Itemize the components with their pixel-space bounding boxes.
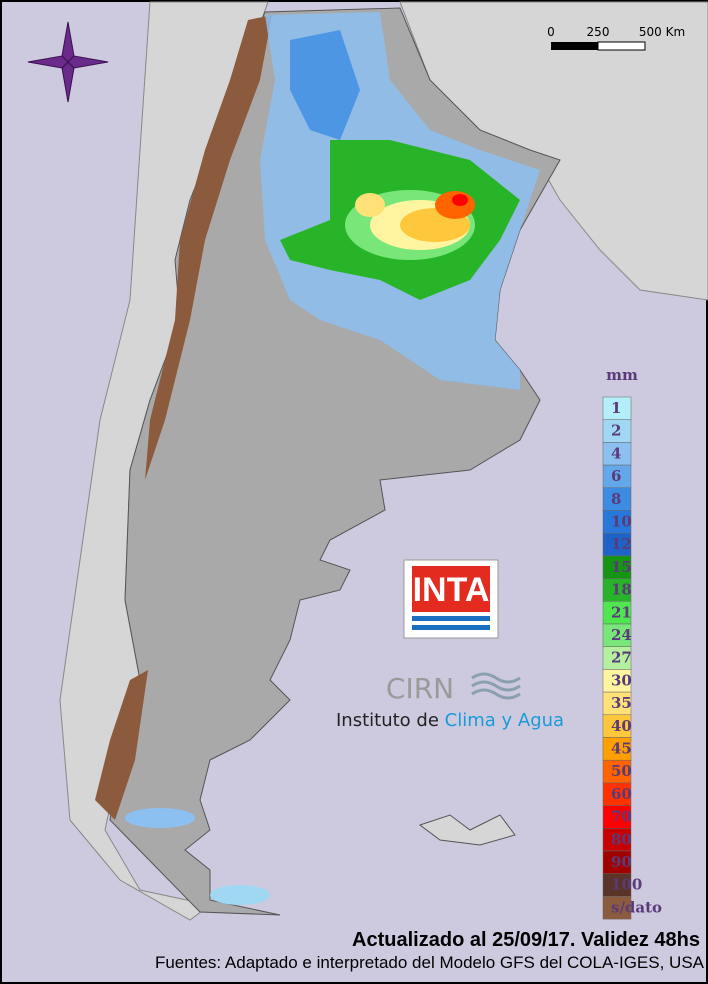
logo-red	[412, 566, 490, 612]
legend-label: 6	[611, 467, 621, 485]
legend-label: 80	[611, 830, 632, 848]
institute-name: CIRN	[386, 672, 454, 705]
legend-label: 27	[611, 649, 632, 667]
legend-label: 24	[611, 626, 632, 644]
legend-label: 35	[611, 694, 632, 712]
precip-area	[355, 193, 385, 217]
precip-area	[452, 194, 468, 206]
legend-label: 100	[611, 876, 642, 894]
precip-area	[435, 191, 475, 219]
update-note: Actualizado al 25/09/17. Validez 48hs	[352, 929, 700, 951]
legend-label: 60	[611, 785, 632, 803]
no-data-strip	[145, 15, 272, 480]
legend-label: s/dato	[611, 898, 662, 916]
institute-highlight: Clima y Agua	[445, 710, 564, 731]
scale-label: 250	[587, 25, 610, 39]
legend-label: 40	[611, 717, 632, 735]
scale-label: 0	[547, 25, 555, 39]
legend-label: 18	[611, 581, 632, 599]
legend-label: 4	[611, 444, 621, 462]
logo-stripe	[412, 616, 490, 621]
legend-label: 50	[611, 762, 632, 780]
legend-label: 2	[611, 422, 621, 440]
legend-label: 21	[611, 603, 632, 621]
institute-text: Instituto de Clima y Agua	[336, 710, 564, 731]
precip-area	[125, 808, 195, 828]
legend-label: 15	[611, 558, 632, 576]
legend-label: 8	[611, 490, 621, 508]
legend-label: 30	[611, 671, 632, 689]
sources-note: Fuentes: Adaptado e interpretado del Mod…	[155, 953, 705, 972]
legend: 1246810121518212427303540455060708090100…	[602, 396, 662, 920]
logo-title: INTA	[413, 571, 490, 609]
legend-label: 10	[611, 513, 632, 531]
islands	[418, 814, 516, 846]
logo-stripe	[412, 625, 490, 630]
scale-bar	[597, 41, 646, 51]
legend-label: 45	[611, 740, 632, 758]
institute-prefix: Instituto de	[336, 710, 439, 731]
legend-label: 90	[611, 853, 632, 871]
legend-label: 1	[611, 399, 621, 417]
legend-swatch	[602, 896, 632, 920]
legend-unit: mm	[606, 366, 638, 384]
scale-bar	[551, 42, 598, 50]
no-data-strip	[95, 670, 148, 820]
legend-label: 12	[611, 535, 632, 553]
precip-area	[290, 30, 360, 140]
precip-area	[210, 885, 270, 905]
waves	[471, 672, 521, 700]
legend-label: 70	[611, 808, 632, 826]
compass	[27, 21, 109, 103]
scale-label: 500 Km	[639, 25, 685, 39]
